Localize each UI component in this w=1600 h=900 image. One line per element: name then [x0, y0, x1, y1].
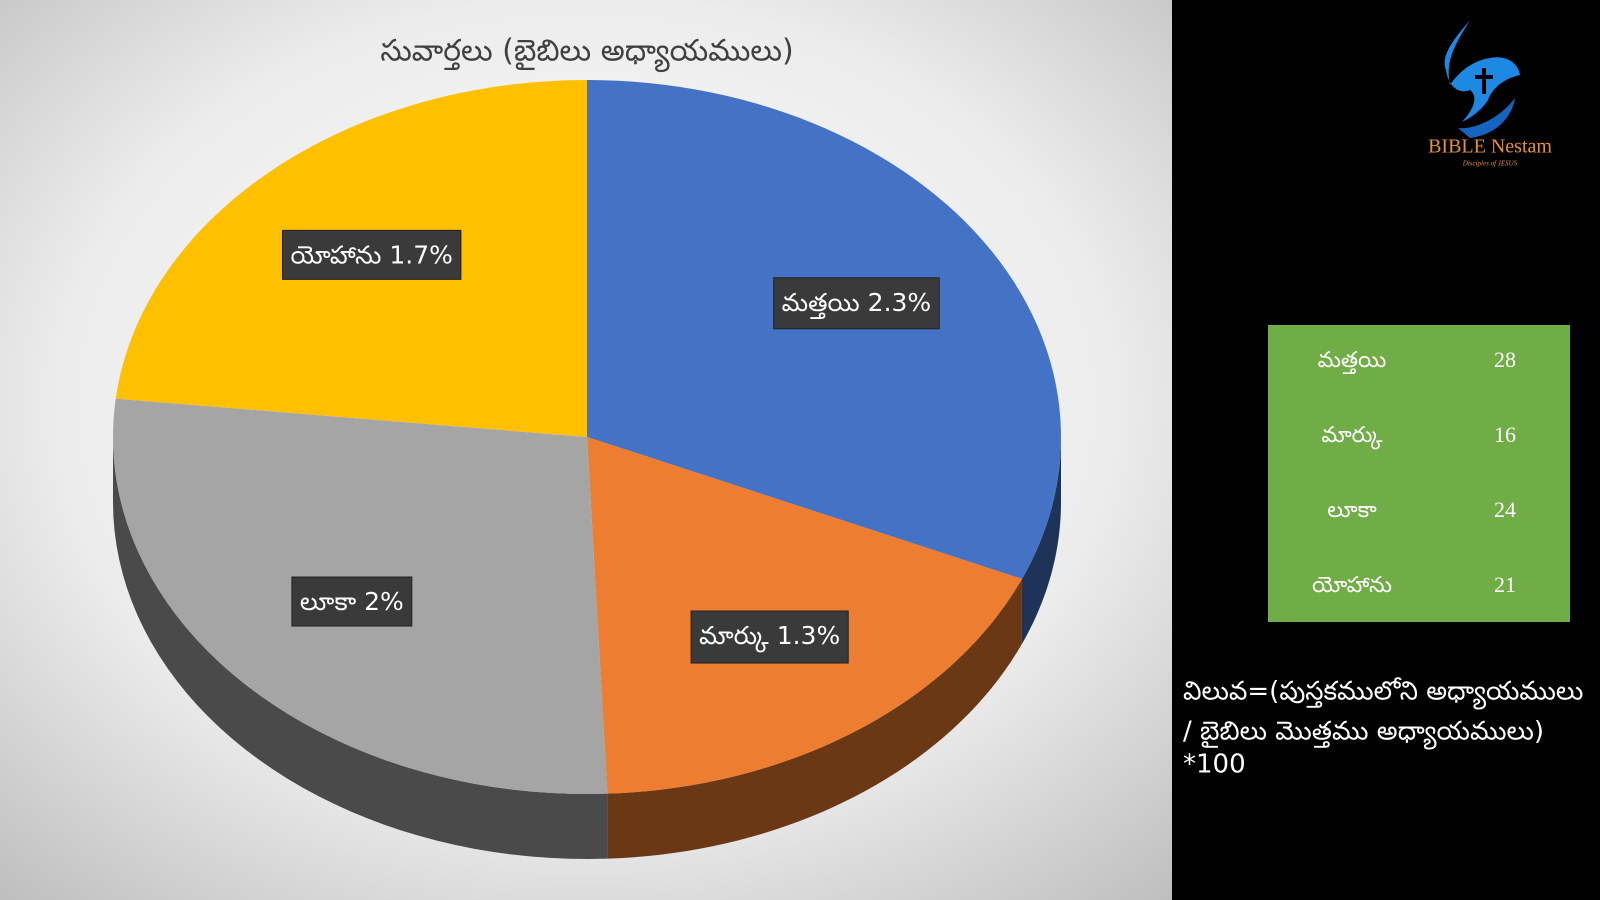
data-label: మార్కు 1.3%	[690, 610, 849, 664]
data-label-box	[690, 610, 849, 664]
table-cell: 28	[1494, 347, 1516, 372]
slice-side	[1021, 437, 1061, 644]
table-cell: 24	[1494, 497, 1516, 522]
logo-title: BIBLE Nestam	[1428, 136, 1552, 158]
table: మత్తయి 28 మార్కు 16 లూకా 24 యోహాను 21	[1312, 347, 1516, 597]
slice-side	[113, 437, 608, 859]
chart-title: సువార్తలు (బైబిలు అధ్యాయములు)	[380, 34, 793, 73]
data-label-text: మత్తయి 2.3%	[782, 288, 932, 319]
data-label-box	[773, 277, 940, 330]
formula-line: / బైబిలు మొత్తము అధ్యాయములు)	[1183, 717, 1544, 751]
category-label: మత్తయి	[782, 288, 860, 319]
value-label: 2.3%	[868, 288, 932, 317]
category-label: యోహాను	[290, 240, 381, 269]
table-cell: 16	[1494, 422, 1516, 447]
slice-side	[607, 578, 1022, 859]
data-label-box	[291, 576, 413, 627]
data-label-box	[281, 229, 462, 280]
slice	[587, 80, 1061, 579]
data-label-text: మార్కు 1.3%	[699, 621, 840, 653]
category-label: లూకా	[300, 587, 357, 616]
data-label: లూకా 2%	[291, 576, 413, 627]
table-cell: మత్తయి	[1318, 347, 1387, 374]
data-label: మత్తయి 2.3%	[773, 277, 940, 330]
data-label-text: లూకా 2%	[300, 587, 404, 616]
logo-cross	[1475, 75, 1493, 79]
logo-subtitle: Disciples of JESUS	[1462, 160, 1518, 168]
pie: మత్తయి 2.3% మార్కు 1.3% లూకా 2% యోహాను 1.7%	[113, 80, 1061, 859]
data-label: యోహాను 1.7%	[281, 229, 462, 280]
formula: విలువ=(పుస్తకములోని అధ్యాయములు / బైబిలు మ…	[1183, 677, 1583, 780]
data-label-text: యోహాను 1.7%	[290, 240, 452, 269]
table-background	[1268, 325, 1570, 622]
table-cell: 21	[1494, 572, 1516, 597]
value-label: 2%	[364, 587, 404, 616]
table-cell: మార్కు	[1321, 422, 1383, 450]
table-cell: యోహాను	[1312, 572, 1392, 597]
logo-hand	[1458, 98, 1515, 138]
table-cell: లూకా	[1327, 497, 1377, 522]
value-label: 1.3%	[777, 621, 841, 650]
category-label: మార్కు	[699, 621, 769, 653]
formula-line: *100	[1183, 750, 1246, 780]
value-label: 1.7%	[389, 240, 453, 269]
formula-line: విలువ=(పుస్తకములోని అధ్యాయములు	[1183, 677, 1583, 711]
logo-cross	[1482, 68, 1486, 94]
logo: BIBLE Nestam Disciples of JESUS	[1428, 20, 1552, 168]
